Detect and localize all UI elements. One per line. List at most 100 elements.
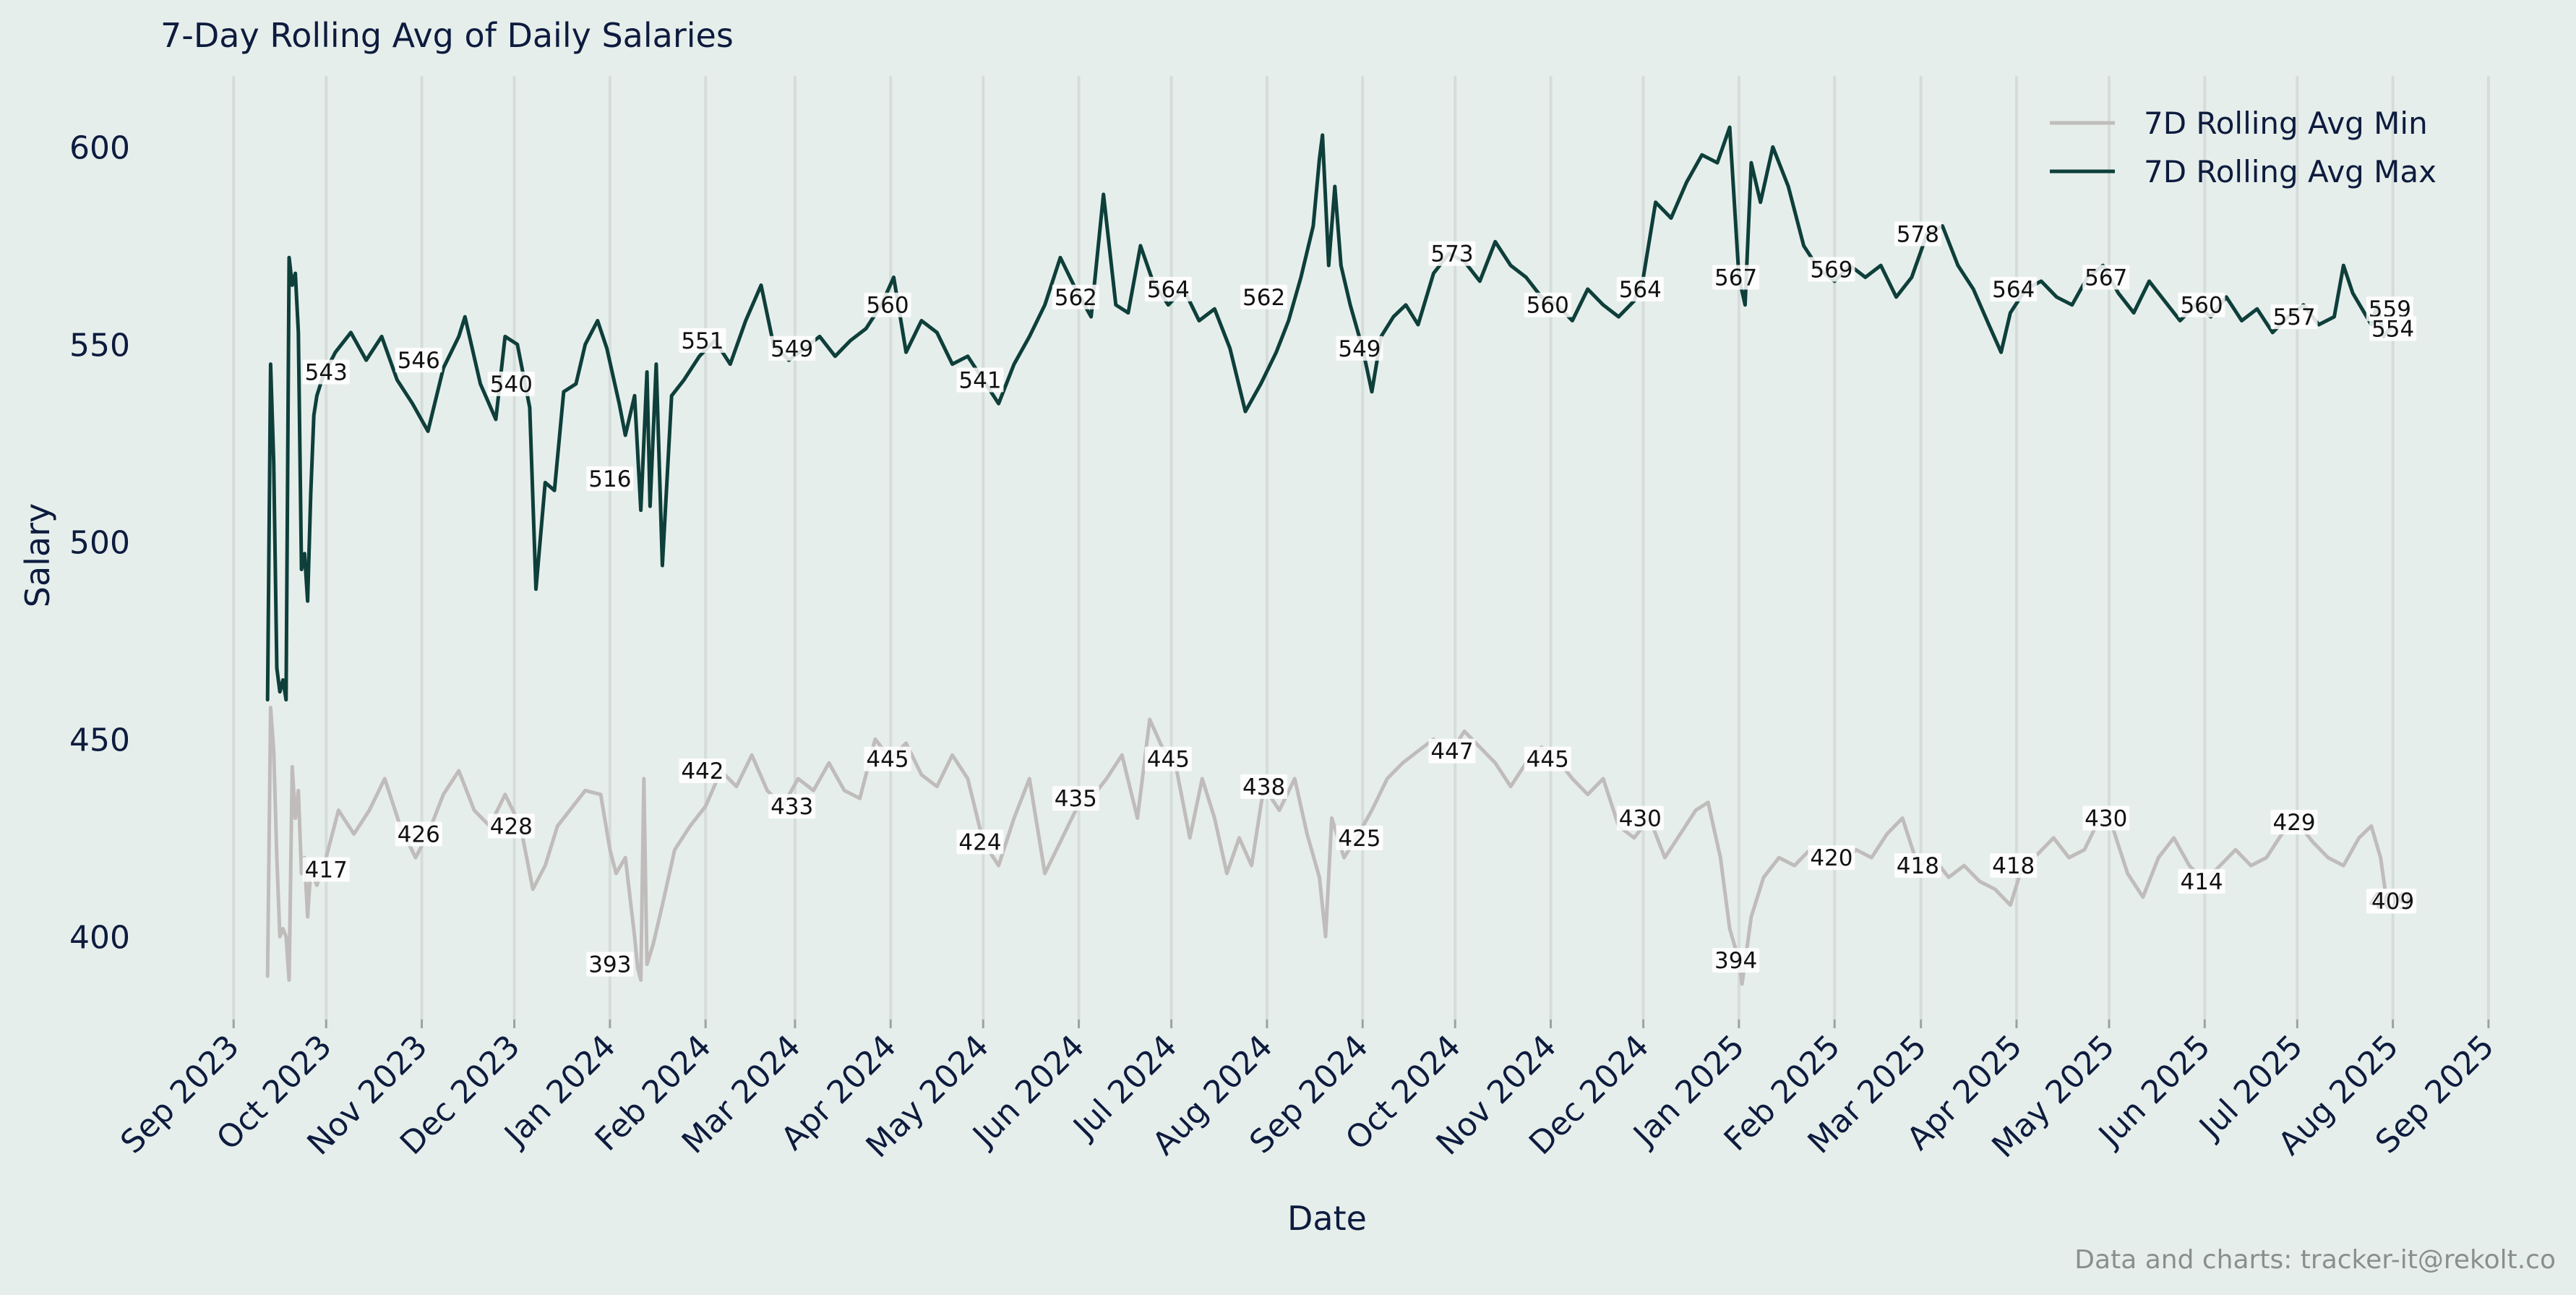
data-label-min-bg xyxy=(2270,809,2318,834)
data-label-min-bg xyxy=(2082,805,2130,831)
data-label-min: 426 xyxy=(398,821,440,847)
data-label-min: 445 xyxy=(1527,747,1569,773)
data-label-min: 418 xyxy=(1992,853,2035,879)
data-label-max: 573 xyxy=(1430,242,1473,268)
data-label-min: 424 xyxy=(958,829,1001,855)
data-label-min-bg xyxy=(1712,948,1760,973)
data-label-max-bg xyxy=(1616,276,1664,302)
data-label-max: 541 xyxy=(958,367,1001,393)
x-axis-title: Date xyxy=(1287,1199,1367,1238)
chart-title: 7-Day Rolling Avg of Daily Salaries xyxy=(160,16,734,55)
data-label-min: 430 xyxy=(1619,806,1662,832)
data-label-min: 445 xyxy=(866,747,909,773)
data-label-min-bg xyxy=(1524,746,1571,772)
data-label-min: 442 xyxy=(681,758,724,785)
data-label-min-bg xyxy=(586,952,634,977)
legend-label-min: 7D Rolling Avg Min xyxy=(2144,106,2428,141)
data-label-max: 549 xyxy=(770,336,813,362)
data-label-min: 435 xyxy=(1055,786,1097,812)
data-label-min-bg xyxy=(1240,774,1288,799)
data-label-min-bg xyxy=(1428,738,1476,764)
data-label-min-bg xyxy=(487,813,535,839)
data-label-min-bg xyxy=(1808,845,1855,871)
data-label-max: 560 xyxy=(866,293,909,319)
data-label-min: 425 xyxy=(1338,826,1381,852)
data-label-max: 564 xyxy=(1147,277,1190,303)
data-label-min: 417 xyxy=(305,858,348,884)
data-label-min-bg xyxy=(2369,889,2417,914)
data-label-max: 564 xyxy=(1992,277,2035,303)
data-label-max: 516 xyxy=(588,466,631,492)
data-label-max-bg xyxy=(1712,265,1760,290)
data-label-max-bg xyxy=(2270,304,2318,330)
data-label-max-bg xyxy=(2178,292,2225,317)
y-tick-label: 600 xyxy=(69,129,130,166)
y-tick-label: 450 xyxy=(69,722,130,758)
data-label-min: 429 xyxy=(2272,810,2315,836)
data-label-max: 546 xyxy=(398,348,440,374)
data-label-min-bg xyxy=(1990,853,2038,879)
series-line-min xyxy=(265,706,2392,986)
data-label-max-bg xyxy=(1144,276,1192,302)
data-label-min-bg xyxy=(1052,786,1099,811)
data-label-min: 420 xyxy=(1810,845,1852,871)
data-label-max: 557 xyxy=(2272,304,2315,330)
data-label-max: 560 xyxy=(1527,293,1569,319)
data-label-min: 409 xyxy=(2371,889,2414,915)
y-tick-label: 400 xyxy=(69,919,130,956)
series-lines xyxy=(265,125,2392,986)
data-label-min: 447 xyxy=(1430,739,1473,765)
data-label-min-bg xyxy=(395,821,442,847)
data-label-max: 562 xyxy=(1055,285,1097,311)
data-label-min: 438 xyxy=(1242,774,1285,800)
series-line-max xyxy=(265,125,2392,702)
data-label-max-bg xyxy=(1990,276,2038,302)
data-label-max-bg xyxy=(2082,265,2130,290)
data-label-max-bg xyxy=(586,466,634,491)
data-label-max-bg xyxy=(1524,292,1571,317)
data-label-max: 549 xyxy=(1338,336,1381,362)
data-label-max-bg xyxy=(1894,221,1941,247)
data-label-max: 540 xyxy=(490,372,533,398)
data-labels: 417 426 428 393 442 433 445 424 435 445 438 425 447 4… xyxy=(302,221,2417,978)
y-tick-label: 500 xyxy=(69,524,130,561)
data-label-min: 428 xyxy=(490,813,533,839)
data-label-max-bg xyxy=(1428,241,1476,266)
y-tick-label: 550 xyxy=(69,327,130,364)
legend: 7D Rolling Avg Min 7D Rolling Avg Max xyxy=(2050,106,2437,189)
footer-credit: Data and charts: tracker-it@rekolt.co xyxy=(2074,1245,2556,1275)
legend-label-max: 7D Rolling Avg Max xyxy=(2144,154,2437,189)
data-label-max-bg xyxy=(1052,284,1099,309)
y-axis: 400 450 500 550 600 xyxy=(69,129,130,956)
data-label-max-bg xyxy=(2369,316,2417,341)
data-label-max: 543 xyxy=(305,360,348,386)
data-label-min: 393 xyxy=(588,952,631,978)
data-label-max-bg xyxy=(395,348,442,373)
data-label-max-bg xyxy=(864,292,911,317)
data-label-max-bg xyxy=(1336,335,1383,361)
data-label-min: 430 xyxy=(2085,806,2127,832)
data-label-min: 433 xyxy=(770,794,813,820)
data-label-max-bg xyxy=(956,367,1004,393)
data-label-max-bg xyxy=(2366,296,2413,322)
data-label-max-bg xyxy=(302,359,350,385)
data-label-max: 562 xyxy=(1242,285,1285,311)
data-label-min-bg xyxy=(768,794,816,819)
data-label-min: 394 xyxy=(1714,948,1757,974)
data-label-min-bg xyxy=(1336,825,1383,850)
data-label-max: 554 xyxy=(2371,316,2414,342)
data-label-min: 445 xyxy=(1147,747,1190,773)
data-label-max-bg xyxy=(1808,257,1855,282)
data-label-max: 567 xyxy=(2085,265,2127,291)
data-label-min-bg xyxy=(679,758,726,784)
data-label-min-bg xyxy=(956,829,1004,855)
data-label-min-bg xyxy=(864,746,911,772)
data-label-max: 564 xyxy=(1619,277,1662,303)
data-label-max-bg xyxy=(679,328,726,353)
data-label-min-bg xyxy=(302,857,350,882)
data-label-max: 551 xyxy=(681,328,724,354)
data-label-max: 567 xyxy=(1714,265,1757,291)
data-label-max: 569 xyxy=(1810,257,1852,283)
